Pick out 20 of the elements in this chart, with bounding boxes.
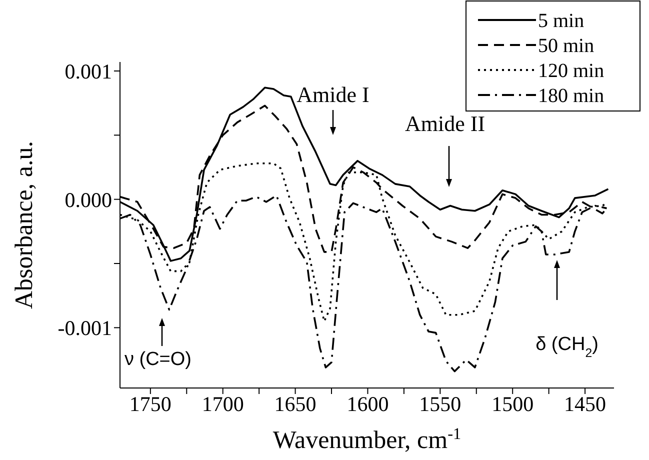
y-axis-title: Absorbance, a.u. (11, 141, 38, 309)
y-tick-label: 0.001 (64, 59, 112, 84)
x-axis-title: Wavenumber, cm$^{-1}$ (272, 425, 462, 454)
x-tick-label: 1550 (419, 392, 462, 416)
annotation: δ (CH$_{2}$) (536, 334, 598, 360)
annotation: Amide I (296, 82, 370, 107)
x-tick-label: 1600 (346, 392, 389, 416)
x-tick-label: 1650 (274, 392, 316, 416)
x-tick-label: 1750 (129, 392, 172, 416)
legend-label: 180 min (538, 85, 604, 107)
y-tick-label: -0.001 (58, 316, 112, 340)
annotation: Amide II (404, 111, 486, 136)
legend-label: 120 min (538, 60, 604, 82)
x-tick-label: 1700 (202, 392, 244, 416)
x-tick-label: 1450 (564, 392, 606, 416)
legend-label: 5 min (538, 10, 584, 32)
x-tick-label: 1500 (492, 392, 534, 416)
legend-label: 50 min (538, 35, 594, 57)
annotation: ν (C=O) (124, 349, 192, 370)
y-tick-label: 0.000 (64, 188, 112, 212)
